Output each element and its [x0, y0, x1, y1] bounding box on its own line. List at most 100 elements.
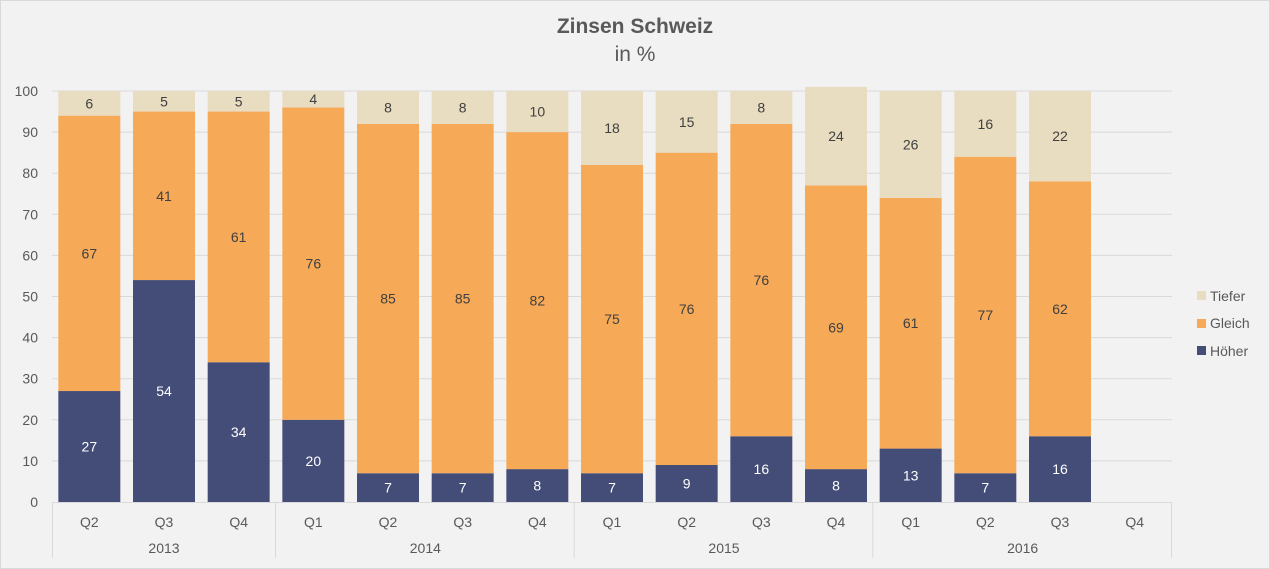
data-label: 75 [604, 311, 620, 327]
bar-hoeher [282, 419, 345, 502]
legend-item-gleich: Gleich [1197, 310, 1250, 338]
data-label: 61 [231, 229, 247, 245]
bar-gleich [282, 107, 345, 420]
data-label: 13 [903, 467, 919, 483]
data-label: 8 [757, 99, 765, 115]
data-label: 41 [156, 188, 172, 204]
data-label: 5 [235, 93, 243, 109]
y-tick-label: 40 [22, 330, 38, 346]
x-tick-label: Q3 [453, 514, 472, 530]
bar-tiefer [58, 91, 121, 116]
data-label: 77 [978, 307, 994, 323]
x-tick-label: Q4 [827, 514, 846, 530]
x-tick-label: Q2 [976, 514, 995, 530]
data-label: 7 [608, 480, 616, 496]
bar-hoeher [879, 448, 942, 502]
x-tick-label: Q1 [603, 514, 622, 530]
legend-label-gleich: Gleich [1210, 315, 1250, 332]
data-label: 8 [533, 478, 541, 494]
bar-tiefer [357, 91, 419, 124]
legend-label-tiefer: Tiefer [1210, 287, 1246, 304]
x-tick-label: Q3 [155, 514, 174, 530]
bar-hoeher [655, 465, 718, 502]
legend-item-tiefer: Tiefer [1197, 282, 1250, 310]
chart-title: Zinsen Schweiz [556, 15, 714, 38]
data-label: 20 [306, 453, 322, 469]
bar-gleich [506, 132, 569, 470]
legend: Tiefer Gleich Höher [1197, 282, 1250, 365]
y-tick-label: 30 [22, 371, 38, 387]
data-label: 26 [903, 136, 919, 152]
data-label: 4 [309, 91, 317, 107]
data-label: 10 [530, 104, 546, 120]
bar-gleich [58, 115, 121, 392]
data-label: 16 [754, 461, 770, 477]
bar-gleich [357, 123, 419, 474]
data-label: 22 [1052, 128, 1068, 144]
bar-hoeher [1029, 436, 1091, 502]
data-label: 15 [679, 114, 695, 130]
bar-tiefer [133, 91, 195, 112]
bar-gleich [581, 164, 643, 474]
data-label: 85 [380, 291, 396, 307]
data-label: 18 [604, 120, 620, 136]
x-tick-label: Q1 [901, 514, 920, 530]
legend-swatch-gleich [1197, 318, 1206, 328]
bar-hoeher [207, 362, 270, 502]
data-label: 24 [828, 128, 844, 144]
bar-tiefer [282, 91, 345, 108]
bar-tiefer [1029, 91, 1091, 182]
data-label: 8 [384, 99, 392, 115]
bar-gleich [954, 156, 1017, 474]
x-group-label: 2016 [1007, 540, 1038, 556]
data-label: 8 [459, 99, 467, 115]
x-tick-label: Q2 [80, 514, 99, 530]
data-label: 85 [455, 291, 471, 307]
bar-gleich [730, 123, 793, 437]
data-label: 54 [156, 383, 172, 399]
bar-hoeher [357, 473, 419, 502]
data-label: 16 [978, 116, 994, 132]
data-label: 5 [160, 93, 168, 109]
x-tick-label: Q1 [304, 514, 323, 530]
bar-tiefer [506, 91, 569, 133]
legend-label-hoeher: Höher [1210, 342, 1249, 359]
data-label: 7 [459, 480, 467, 496]
legend-swatch-hoeher [1197, 346, 1206, 356]
y-tick-label: 100 [15, 83, 39, 99]
data-label: 67 [82, 245, 98, 261]
bar-hoeher [581, 473, 643, 502]
bar-hoeher [58, 391, 121, 502]
bar-tiefer [954, 91, 1017, 157]
bar-gleich [879, 197, 942, 449]
bar-tiefer [207, 91, 270, 112]
bar-tiefer [655, 91, 718, 153]
bar-gleich [207, 111, 270, 363]
legend-swatch-tiefer [1197, 291, 1206, 301]
y-tick-label: 80 [22, 165, 38, 181]
y-tick-label: 10 [22, 453, 38, 469]
data-label: 62 [1052, 301, 1068, 317]
data-label: 76 [679, 301, 695, 317]
data-label: 76 [754, 272, 770, 288]
x-tick-label: Q4 [1125, 514, 1144, 530]
bar-tiefer [879, 91, 942, 198]
bar-tiefer [431, 91, 494, 124]
x-tick-label: Q3 [1051, 514, 1070, 530]
legend-item-hoeher: Höher [1197, 337, 1250, 365]
data-label: 82 [530, 293, 546, 309]
data-label: 76 [306, 256, 322, 272]
data-label: 8 [832, 478, 840, 494]
data-label: 9 [683, 476, 691, 492]
bar-hoeher [730, 436, 793, 502]
y-tick-label: 20 [22, 412, 38, 428]
x-tick-label: Q4 [528, 514, 547, 530]
bar-hoeher [133, 280, 195, 502]
x-tick-label: Q2 [677, 514, 696, 530]
y-tick-label: 0 [30, 494, 38, 510]
x-tick-label: Q3 [752, 514, 771, 530]
bar-hoeher [954, 473, 1017, 502]
x-tick-label: Q4 [229, 514, 248, 530]
x-group-label: 2014 [410, 540, 441, 556]
